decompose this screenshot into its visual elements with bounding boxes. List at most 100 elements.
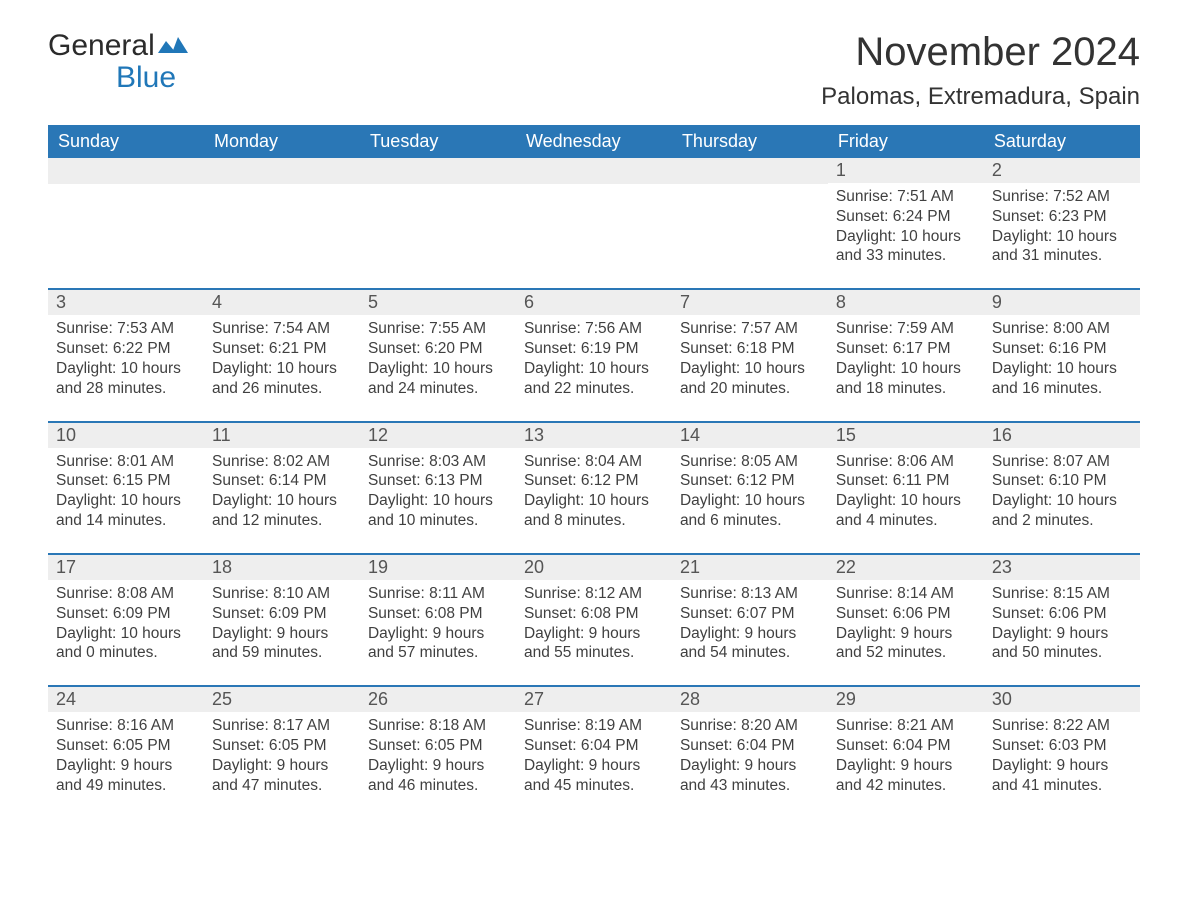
calendar-day-cell: 29Sunrise: 8:21 AMSunset: 6:04 PMDayligh… [828,686,984,817]
calendar-week-row: 17Sunrise: 8:08 AMSunset: 6:09 PMDayligh… [48,554,1140,686]
sunrise-line: Sunrise: 7:57 AM [680,319,820,339]
day-number: 5 [360,290,516,315]
empty-day [672,158,828,184]
day-number: 2 [984,158,1140,183]
day-content: Sunrise: 8:17 AMSunset: 6:05 PMDaylight:… [204,712,360,817]
calendar-day-cell: 23Sunrise: 8:15 AMSunset: 6:06 PMDayligh… [984,554,1140,686]
sunrise-line: Sunrise: 8:16 AM [56,716,196,736]
day-number: 16 [984,423,1140,448]
empty-day [360,158,516,184]
day-number: 19 [360,555,516,580]
day-content: Sunrise: 8:02 AMSunset: 6:14 PMDaylight:… [204,448,360,553]
day-content: Sunrise: 8:00 AMSunset: 6:16 PMDaylight:… [984,315,1140,420]
daylight-line: Daylight: 9 hours [992,756,1132,776]
day-content: Sunrise: 8:19 AMSunset: 6:04 PMDaylight:… [516,712,672,817]
daylight-line: and 28 minutes. [56,379,196,399]
calendar-week-row: 10Sunrise: 8:01 AMSunset: 6:15 PMDayligh… [48,422,1140,554]
daylight-line: Daylight: 10 hours [524,359,664,379]
day-content: Sunrise: 7:54 AMSunset: 6:21 PMDaylight:… [204,315,360,420]
sunset-line: Sunset: 6:09 PM [56,604,196,624]
day-content: Sunrise: 8:22 AMSunset: 6:03 PMDaylight:… [984,712,1140,817]
day-number: 9 [984,290,1140,315]
sunrise-line: Sunrise: 8:13 AM [680,584,820,604]
empty-day [48,158,204,184]
daylight-line: and 20 minutes. [680,379,820,399]
sunrise-line: Sunrise: 8:14 AM [836,584,976,604]
calendar-table: Sunday Monday Tuesday Wednesday Thursday… [48,125,1140,818]
sunset-line: Sunset: 6:07 PM [680,604,820,624]
day-number: 21 [672,555,828,580]
sunrise-line: Sunrise: 8:10 AM [212,584,352,604]
day-number: 12 [360,423,516,448]
calendar-day-cell: 21Sunrise: 8:13 AMSunset: 6:07 PMDayligh… [672,554,828,686]
daylight-line: and 16 minutes. [992,379,1132,399]
weekday-header: Tuesday [360,125,516,158]
daylight-line: Daylight: 10 hours [524,491,664,511]
daylight-line: and 24 minutes. [368,379,508,399]
sunrise-line: Sunrise: 8:22 AM [992,716,1132,736]
calendar-week-row: 24Sunrise: 8:16 AMSunset: 6:05 PMDayligh… [48,686,1140,817]
logo: General Blue [48,30,188,93]
daylight-line: and 46 minutes. [368,776,508,796]
daylight-line: and 47 minutes. [212,776,352,796]
calendar-day-cell: 26Sunrise: 8:18 AMSunset: 6:05 PMDayligh… [360,686,516,817]
day-content: Sunrise: 7:55 AMSunset: 6:20 PMDaylight:… [360,315,516,420]
sunrise-line: Sunrise: 8:20 AM [680,716,820,736]
calendar-day-cell: 14Sunrise: 8:05 AMSunset: 6:12 PMDayligh… [672,422,828,554]
calendar-day-cell: 22Sunrise: 8:14 AMSunset: 6:06 PMDayligh… [828,554,984,686]
daylight-line: Daylight: 9 hours [524,624,664,644]
day-number: 17 [48,555,204,580]
calendar-day-cell: 6Sunrise: 7:56 AMSunset: 6:19 PMDaylight… [516,289,672,421]
calendar-day-cell: 25Sunrise: 8:17 AMSunset: 6:05 PMDayligh… [204,686,360,817]
day-content: Sunrise: 8:11 AMSunset: 6:08 PMDaylight:… [360,580,516,685]
flag-icon [158,30,188,62]
daylight-line: Daylight: 10 hours [836,227,976,247]
day-number: 13 [516,423,672,448]
daylight-line: and 50 minutes. [992,643,1132,663]
calendar-day-cell: 3Sunrise: 7:53 AMSunset: 6:22 PMDaylight… [48,289,204,421]
daylight-line: Daylight: 10 hours [56,624,196,644]
calendar-day-cell: 7Sunrise: 7:57 AMSunset: 6:18 PMDaylight… [672,289,828,421]
sunset-line: Sunset: 6:11 PM [836,471,976,491]
day-number: 22 [828,555,984,580]
sunset-line: Sunset: 6:06 PM [836,604,976,624]
daylight-line: Daylight: 10 hours [212,491,352,511]
daylight-line: and 14 minutes. [56,511,196,531]
sunrise-line: Sunrise: 8:02 AM [212,452,352,472]
daylight-line: Daylight: 9 hours [836,756,976,776]
daylight-line: Daylight: 9 hours [212,624,352,644]
daylight-line: and 22 minutes. [524,379,664,399]
sunrise-line: Sunrise: 7:54 AM [212,319,352,339]
sunset-line: Sunset: 6:14 PM [212,471,352,491]
day-number: 14 [672,423,828,448]
calendar-day-cell: 15Sunrise: 8:06 AMSunset: 6:11 PMDayligh… [828,422,984,554]
day-number: 15 [828,423,984,448]
calendar-day-cell: 11Sunrise: 8:02 AMSunset: 6:14 PMDayligh… [204,422,360,554]
calendar-week-row: 1Sunrise: 7:51 AMSunset: 6:24 PMDaylight… [48,158,1140,289]
sunset-line: Sunset: 6:03 PM [992,736,1132,756]
calendar-day-cell: 5Sunrise: 7:55 AMSunset: 6:20 PMDaylight… [360,289,516,421]
sunrise-line: Sunrise: 7:52 AM [992,187,1132,207]
daylight-line: and 6 minutes. [680,511,820,531]
daylight-line: and 57 minutes. [368,643,508,663]
daylight-line: and 43 minutes. [680,776,820,796]
day-number: 11 [204,423,360,448]
sunrise-line: Sunrise: 8:17 AM [212,716,352,736]
daylight-line: and 26 minutes. [212,379,352,399]
sunset-line: Sunset: 6:17 PM [836,339,976,359]
calendar-day-cell: 8Sunrise: 7:59 AMSunset: 6:17 PMDaylight… [828,289,984,421]
day-number: 6 [516,290,672,315]
sunrise-line: Sunrise: 8:19 AM [524,716,664,736]
daylight-line: Daylight: 9 hours [212,756,352,776]
daylight-line: and 31 minutes. [992,246,1132,266]
day-number: 4 [204,290,360,315]
calendar-day-cell [516,158,672,289]
sunrise-line: Sunrise: 8:11 AM [368,584,508,604]
sunrise-line: Sunrise: 7:59 AM [836,319,976,339]
sunset-line: Sunset: 6:05 PM [212,736,352,756]
daylight-line: and 8 minutes. [524,511,664,531]
daylight-line: Daylight: 10 hours [992,491,1132,511]
daylight-line: and 4 minutes. [836,511,976,531]
day-number: 3 [48,290,204,315]
day-content: Sunrise: 8:10 AMSunset: 6:09 PMDaylight:… [204,580,360,685]
